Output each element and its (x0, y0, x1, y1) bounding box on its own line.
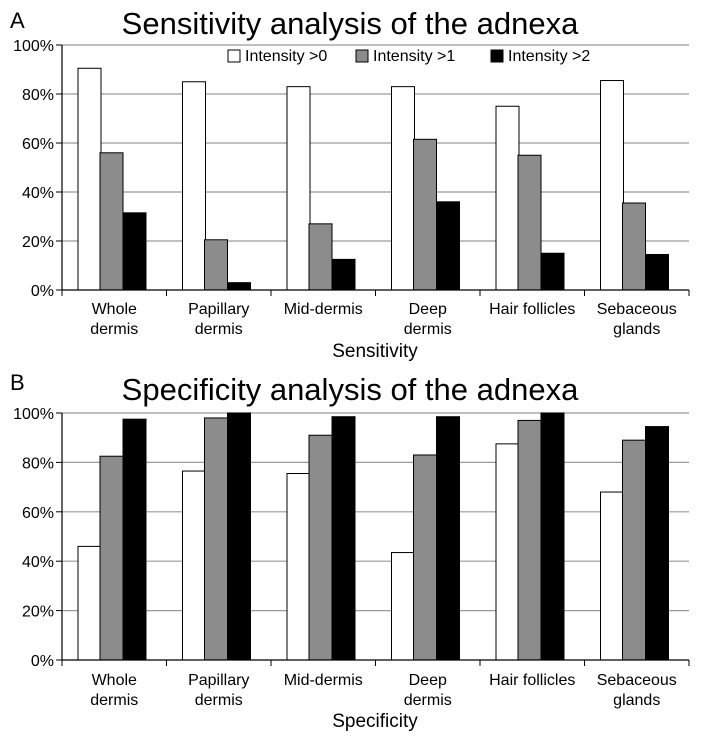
y-tick-label: 0% (31, 653, 54, 670)
bar-2 (308, 434, 333, 661)
bar-1 (286, 473, 311, 661)
x-tick-label: glands (613, 321, 660, 338)
x-tick-label: Sebaceous (597, 672, 677, 689)
bar-1 (495, 105, 520, 291)
bar-1 (286, 86, 311, 291)
bar-1 (182, 470, 206, 661)
x-tick-label: dermis (195, 692, 243, 709)
bar-2 (413, 454, 437, 661)
bar-3 (645, 253, 669, 291)
x-tick-label: Whole (92, 301, 137, 318)
bar-1 (182, 81, 206, 291)
x-tick-label: Hair follicles (489, 672, 575, 689)
x-axis-label: Sensitivity (332, 341, 418, 362)
bar-3 (122, 212, 147, 291)
y-tick-label: 80% (22, 455, 54, 472)
panel-label: B (10, 370, 25, 395)
bar-2 (99, 455, 124, 661)
x-tick-label: Hair follicles (489, 301, 575, 318)
x-tick-label: Mid-dermis (284, 301, 363, 318)
bar-3 (331, 258, 356, 291)
bar-1 (495, 443, 520, 661)
x-tick-label: Sebaceous (597, 301, 677, 318)
y-tick-label: 0% (31, 283, 54, 300)
panel-label: A (10, 8, 25, 33)
y-tick-label: 60% (22, 505, 54, 522)
x-tick-label: Whole (92, 672, 137, 689)
legend-swatch (355, 49, 369, 63)
bar-2 (622, 439, 646, 661)
bar-3 (540, 252, 565, 291)
x-tick-label: Papillary (188, 672, 249, 689)
x-tick-label: Papillary (188, 301, 249, 318)
chart-panel-1: A Sensitivity analysis of the adnexa 0% 20%… (10, 6, 690, 362)
legend-label: Intensity >1 (373, 48, 455, 65)
y-tick-label: 100% (13, 406, 54, 423)
x-tick-label: Deep (409, 301, 447, 318)
bar-1 (600, 491, 624, 661)
x-tick-label: dermis (90, 321, 138, 338)
legend-label: Intensity >2 (508, 48, 590, 65)
x-tick-label: dermis (404, 692, 452, 709)
bar-3 (331, 416, 356, 661)
bar-2 (204, 417, 228, 661)
y-tick-label: 20% (22, 604, 54, 621)
y-tick-label: 80% (22, 87, 54, 104)
bar-3 (540, 412, 565, 661)
bar-1 (391, 86, 415, 291)
bar-2 (308, 223, 333, 291)
x-tick-label: dermis (404, 321, 452, 338)
bar-2 (517, 154, 542, 291)
y-tick-label: 60% (22, 136, 54, 153)
legend-label: Intensity >0 (245, 48, 327, 65)
bar-2 (517, 419, 542, 661)
legend-swatch (227, 49, 241, 63)
legend: Intensity >0 Intensity >1 Intensity >2 (227, 48, 590, 65)
y-tick-label: 40% (22, 185, 54, 202)
chart-panel-2: B Specificity analysis of the adnexa 0% 20%… (10, 370, 690, 732)
bar-2 (204, 239, 228, 291)
bar-2 (413, 138, 437, 291)
bar-2 (622, 202, 646, 291)
chart-title: Sensitivity analysis of the adnexa (122, 6, 579, 41)
y-tick-label: 100% (13, 38, 54, 55)
bar-3 (122, 418, 147, 661)
legend-swatch (490, 49, 504, 63)
x-axis-label: Specificity (332, 711, 418, 732)
bar-1 (391, 552, 415, 661)
bar-3 (645, 426, 669, 661)
bar-1 (77, 545, 102, 661)
bar-1 (77, 67, 102, 291)
x-tick-label: Mid-dermis (284, 672, 363, 689)
bar-3 (436, 201, 460, 291)
x-tick-label: glands (613, 692, 660, 709)
x-tick-label: Deep (409, 672, 447, 689)
bar-3 (227, 282, 251, 291)
y-tick-label: 20% (22, 234, 54, 251)
y-tick-label: 40% (22, 554, 54, 571)
chart-title: Specificity analysis of the adnexa (122, 372, 579, 407)
bar-2 (99, 152, 124, 291)
bar-3 (227, 412, 251, 661)
x-tick-label: dermis (90, 692, 138, 709)
bar-3 (436, 416, 460, 661)
bar-1 (600, 80, 624, 291)
x-tick-label: dermis (195, 321, 243, 338)
